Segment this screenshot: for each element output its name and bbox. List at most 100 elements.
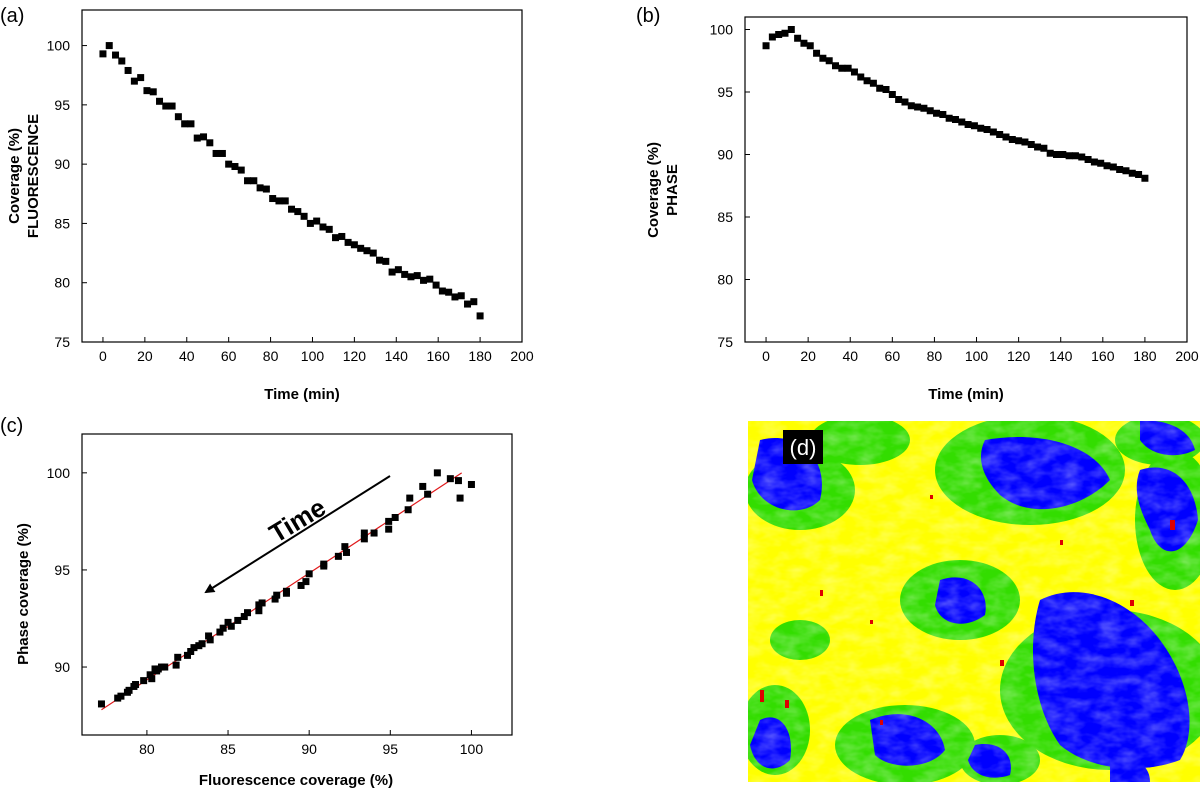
data-point-a	[137, 74, 145, 82]
data-point-a	[130, 77, 138, 85]
data-point-b	[882, 86, 890, 93]
data-point-b	[945, 114, 953, 122]
data-point-a	[319, 223, 327, 231]
data-point-a	[118, 57, 126, 65]
data-point-c	[132, 681, 140, 689]
data-point-b	[989, 128, 997, 136]
data-point-c	[433, 469, 441, 477]
data-point-c	[404, 506, 412, 514]
data-point-b	[926, 107, 934, 115]
data-point-c	[406, 494, 414, 502]
data-point-c	[385, 517, 393, 525]
data-point-a	[212, 149, 220, 157]
data-point-c	[172, 661, 180, 669]
y-tick-label-b: 80	[717, 272, 733, 288]
data-point-c	[146, 671, 154, 679]
time-annotation: Time	[264, 492, 331, 549]
y-tick-label-b: 75	[717, 334, 733, 350]
data-point-b	[1008, 136, 1016, 143]
data-point-a	[181, 120, 189, 128]
data-point-b	[844, 64, 852, 72]
ticks-b: 0 20 40 60 80 100 120 140 160 180 200 75 80 85 90 95 100	[710, 22, 1199, 365]
data-point-b	[1065, 152, 1073, 160]
data-point-b	[914, 103, 922, 111]
data-point-b	[1109, 163, 1117, 171]
segmentation-map-image: (d)	[748, 421, 1200, 782]
data-point-a	[269, 195, 277, 203]
data-point-c	[183, 651, 191, 659]
data-point-c	[385, 525, 393, 533]
data-point-a	[382, 257, 390, 265]
data-point-c	[240, 613, 248, 621]
data-point-c	[255, 607, 263, 615]
y-tick-label-b: 85	[717, 209, 733, 225]
data-point-b	[832, 62, 840, 70]
data-point-a	[313, 217, 321, 225]
data-point-a	[275, 197, 283, 205]
data-point-b	[1046, 149, 1054, 157]
time-arrow	[204, 475, 391, 594]
data-point-c	[234, 616, 242, 624]
data-point-a	[149, 88, 157, 96]
data-point-a	[357, 244, 365, 252]
data-point-a	[156, 97, 164, 105]
ticks-a: 0 20 40 60 80 100 120 140 160 180 200 75 80 85 90 95 100	[47, 38, 534, 364]
data-point-b	[775, 31, 783, 38]
data-point-c	[227, 622, 235, 630]
x-tick-label-b: 140	[1049, 348, 1073, 364]
data-point-c	[97, 700, 105, 708]
data-point-b	[857, 73, 865, 81]
data-point-c	[446, 475, 454, 483]
data-point-c	[174, 653, 182, 661]
series-a	[99, 42, 484, 320]
data-point-b	[958, 118, 966, 126]
data-point-a	[376, 256, 384, 264]
data-point-c	[244, 609, 252, 617]
data-point-a	[432, 281, 440, 289]
data-point-b	[1015, 137, 1023, 145]
data-point-b	[1128, 169, 1136, 177]
data-point-a	[124, 66, 132, 74]
data-point-a	[438, 287, 446, 295]
data-point-b	[977, 124, 985, 132]
data-point-b	[901, 98, 909, 106]
data-point-a	[187, 120, 195, 128]
data-point-c	[456, 494, 464, 502]
data-point-c	[370, 529, 378, 537]
data-point-b	[907, 102, 915, 110]
data-point-a	[300, 212, 308, 220]
y-axis-title-c: Phase coverage (%)	[15, 523, 32, 665]
data-point-b	[1021, 138, 1029, 146]
panel-label-d: (d)	[790, 435, 817, 460]
data-point-a	[105, 42, 113, 50]
data-point-b	[768, 33, 776, 41]
y-tick-label-b: 95	[717, 84, 733, 100]
x-tick-label-a: 100	[301, 348, 325, 364]
data-point-c	[216, 628, 224, 636]
y-tick-label-b: 100	[710, 22, 734, 38]
data-point-b	[983, 126, 991, 133]
data-point-a	[193, 134, 201, 142]
y-tick-label-a: 75	[54, 334, 70, 350]
data-point-a	[244, 177, 252, 185]
data-point-a	[237, 166, 245, 174]
panel-label-a: (a)	[0, 5, 24, 27]
x-tick-label-c: 90	[301, 741, 317, 757]
data-point-a	[476, 312, 484, 320]
data-point-c	[341, 543, 349, 551]
y-tick-label-c: 95	[54, 562, 70, 578]
data-point-b	[1097, 159, 1105, 167]
data-point-c	[117, 692, 125, 700]
data-point-b	[876, 84, 884, 92]
data-point-b	[850, 68, 858, 76]
data-point-b	[1059, 151, 1067, 158]
x-tick-label-a: 180	[468, 348, 492, 364]
data-point-a	[112, 51, 120, 59]
x-tick-label-b: 100	[965, 348, 989, 364]
x-tick-label-b: 40	[842, 348, 858, 364]
data-point-b	[794, 34, 802, 42]
data-point-b	[1002, 133, 1010, 141]
x-tick-label-a: 80	[263, 348, 279, 364]
x-tick-label-a: 60	[221, 348, 237, 364]
